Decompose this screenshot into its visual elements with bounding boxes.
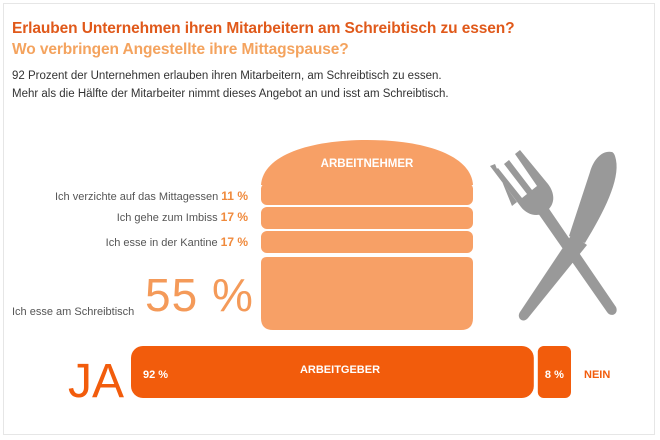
fork-handle [533, 200, 617, 315]
employer-yes-label: JA [68, 355, 124, 408]
burger-layer-desk [261, 257, 473, 330]
fork-head [490, 150, 554, 216]
answer-value-canteen: 17 % [220, 235, 248, 249]
burger-layer-skip-lunch [261, 183, 473, 205]
employer-no-label: NEIN [584, 369, 610, 381]
employer-value-yes: 92 % [143, 369, 168, 381]
answer-value-skip-lunch: 11 % [221, 189, 248, 203]
knife-blade [569, 151, 617, 243]
chart-subtitle: Wo verbringen Angestellte ihre Mittagspa… [12, 41, 349, 58]
employer-chart: JA 92 % ARBEITGEBER 8 % NEIN [68, 346, 610, 408]
knife-handle [518, 234, 587, 321]
description-line-1: 92 Prozent der Unternehmen erlauben ihre… [12, 70, 442, 82]
answer-value-desk: 55 % [145, 269, 254, 321]
employer-bar-no [537, 346, 571, 398]
answer-category-desk: Ich esse am Schreibtisch [12, 306, 135, 318]
answer-label-skip-lunch: Ich verzichte auf das Mittagessen 11 % [55, 189, 248, 203]
employee-chart-title: ARBEITNEHMER [321, 158, 414, 170]
burger-layer-canteen [261, 231, 473, 253]
chart-title: Erlauben Unternehmen ihren Mitarbeitern … [12, 20, 515, 37]
answer-label-snack-bar: Ich gehe zum Imbiss 17 % [117, 210, 248, 224]
employer-value-no: 8 % [545, 369, 564, 381]
fork-knife-icon [490, 150, 617, 321]
answer-value-snack-bar: 17 % [220, 210, 248, 224]
employer-bar-yes [131, 346, 534, 398]
answer-label-desk: Ich esse am Schreibtisch [12, 306, 134, 318]
answer-category-canteen: Ich esse in der Kantine [105, 237, 218, 249]
answer-label-canteen: Ich esse in der Kantine 17 % [106, 235, 248, 249]
employer-chart-title: ARBEITGEBER [300, 364, 380, 376]
chart-frame [3, 3, 655, 435]
answer-category-snack-bar: Ich gehe zum Imbiss [116, 212, 218, 224]
description-line-2: Mehr als die Hälfte der Mitarbeiter nimm… [12, 88, 449, 100]
burger-layer-snack-bar [261, 207, 473, 229]
burger-icon: ARBEITNEHMER [261, 140, 473, 330]
answer-category-skip-lunch: Ich verzichte auf das Mittagessen [54, 191, 219, 203]
burger-top-bun [261, 140, 473, 185]
